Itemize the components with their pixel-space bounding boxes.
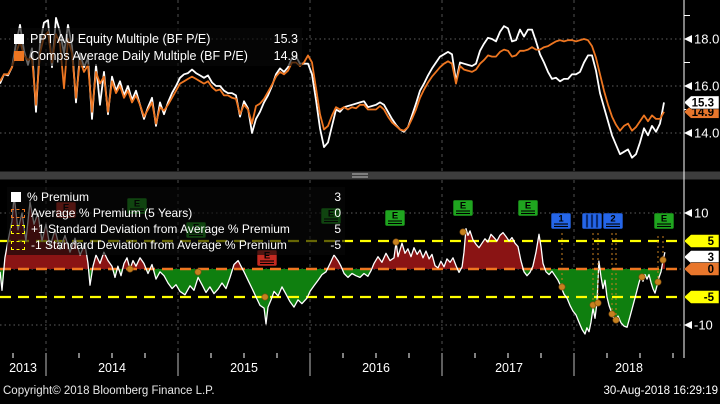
premium-line	[0, 195, 666, 335]
x-axis-year-label: 2018	[615, 361, 643, 375]
event-dot	[392, 238, 400, 246]
price-tag-3: 3	[683, 250, 720, 264]
y-axis-label: 16.0	[694, 79, 719, 94]
svg-text:E: E	[392, 211, 398, 222]
event-dot	[638, 273, 646, 281]
event-dot	[654, 278, 662, 286]
event-badge-stack[interactable]	[581, 212, 603, 230]
price-tag-0: 0	[683, 262, 720, 276]
event-dot	[261, 293, 269, 301]
svg-text:E: E	[525, 201, 531, 212]
bottom-legend-row-2[interactable]: +1 Standard Deviation from Average % Pre…	[11, 221, 341, 237]
x-axis-year-label: 2014	[98, 361, 126, 375]
bottom-legend-row-1[interactable]: Average % Premium (5 Years) 0	[11, 205, 341, 221]
y-axis-label: 10	[694, 206, 708, 221]
top-panel-legend: PPT AU Equity Multiple (BF P/E) 15.3 Comps…	[10, 28, 302, 66]
legend-label: PPT AU Equity Multiple (BF P/E)	[30, 31, 211, 46]
panel-divider	[0, 171, 720, 180]
axis-tick-arrow	[684, 82, 692, 90]
y-axis-label: 14.0	[694, 126, 719, 141]
x-axis-year-label: 2016	[362, 361, 390, 375]
axis-tick-arrow	[684, 129, 692, 137]
svg-text:E: E	[460, 201, 466, 212]
legend-label: Comps Average Daily Multiple (BF P/E)	[30, 48, 248, 63]
legend-value: 3	[334, 190, 341, 204]
legend-label: -1 Standard Deviation from Average % Pre…	[31, 238, 287, 252]
bottom-legend-row-3[interactable]: -1 Standard Deviation from Average % Pre…	[11, 237, 341, 253]
comps-average-line	[0, 31, 665, 132]
svg-text:5: 5	[708, 236, 715, 248]
price-tag-5: 5	[683, 234, 720, 248]
y-axis-label: -10	[694, 318, 713, 333]
footer-bar: Copyright© 2018 Bloomberg Finance L.P. 3…	[0, 382, 720, 402]
axis-tick-arrow	[684, 209, 692, 217]
event-dot	[194, 268, 202, 276]
dashed-line-swatch-icon	[11, 240, 25, 250]
bottom-panel-legend: % Premium 3 Average % Premium (5 Years) 0 +1…	[7, 187, 345, 255]
axis-tick-arrow	[684, 35, 692, 43]
event-dot	[126, 265, 134, 273]
legend-value: 15.3	[273, 31, 298, 46]
x-axis-year-label: 2013	[9, 361, 37, 375]
svg-text:1: 1	[558, 214, 564, 225]
legend-label: +1 Standard Deviation from Average % Pre…	[31, 222, 290, 236]
event-badge-E[interactable]: E	[653, 212, 675, 230]
x-axis-year-label: 2015	[230, 361, 258, 375]
event-dot	[594, 299, 602, 307]
legend-value: 0	[334, 206, 341, 220]
svg-text:0: 0	[708, 264, 714, 276]
legend-label: Average % Premium (5 Years)	[31, 206, 193, 220]
series-swatch-icon	[14, 50, 24, 61]
axis-tick-arrow	[684, 321, 692, 329]
svg-text:E: E	[661, 214, 667, 225]
price-tag-15.3: 15.3	[683, 95, 720, 109]
event-dot	[608, 310, 616, 318]
dashed-line-swatch-icon	[11, 224, 25, 234]
top-legend-row-0[interactable]: PPT AU Equity Multiple (BF P/E) 15.3	[14, 30, 298, 47]
series-swatch-icon	[11, 192, 21, 202]
svg-text:3: 3	[708, 252, 714, 264]
copyright-text: Copyright© 2018 Bloomberg Finance L.P.	[3, 385, 215, 397]
event-badge-E[interactable]: E	[517, 199, 539, 217]
y-axis-label: 18.0	[694, 32, 719, 47]
event-dot	[659, 256, 667, 264]
svg-text:14.9: 14.9	[692, 107, 714, 119]
svg-text:2: 2	[610, 214, 615, 225]
svg-text:15.3: 15.3	[692, 97, 714, 109]
event-badge-E[interactable]: E	[452, 199, 474, 217]
legend-value: 14.9	[273, 48, 298, 63]
top-legend-row-1[interactable]: Comps Average Daily Multiple (BF P/E) 14.…	[14, 47, 298, 64]
legend-value: 5	[334, 222, 341, 236]
bottom-legend-row-0[interactable]: % Premium 3	[11, 189, 341, 205]
x-axis-year-label: 2017	[495, 361, 523, 375]
event-badge-2[interactable]: 2	[602, 212, 624, 230]
price-tag--5: -5	[683, 290, 720, 304]
svg-text:-5: -5	[704, 292, 715, 304]
event-dot	[612, 316, 620, 324]
legend-value: -5	[330, 238, 341, 252]
premium-positive-area	[0, 196, 665, 269]
dashed-line-swatch-icon	[11, 208, 25, 218]
series-swatch-icon	[14, 33, 24, 44]
svg-text:E: E	[264, 251, 270, 262]
event-dot	[558, 283, 566, 291]
event-badge-E[interactable]: E	[384, 209, 406, 227]
legend-label: % Premium	[27, 190, 90, 204]
timestamp: 30-Aug-2018 16:29:19	[603, 385, 718, 397]
event-dot	[459, 228, 467, 236]
event-badge-1[interactable]: 1	[550, 212, 572, 230]
